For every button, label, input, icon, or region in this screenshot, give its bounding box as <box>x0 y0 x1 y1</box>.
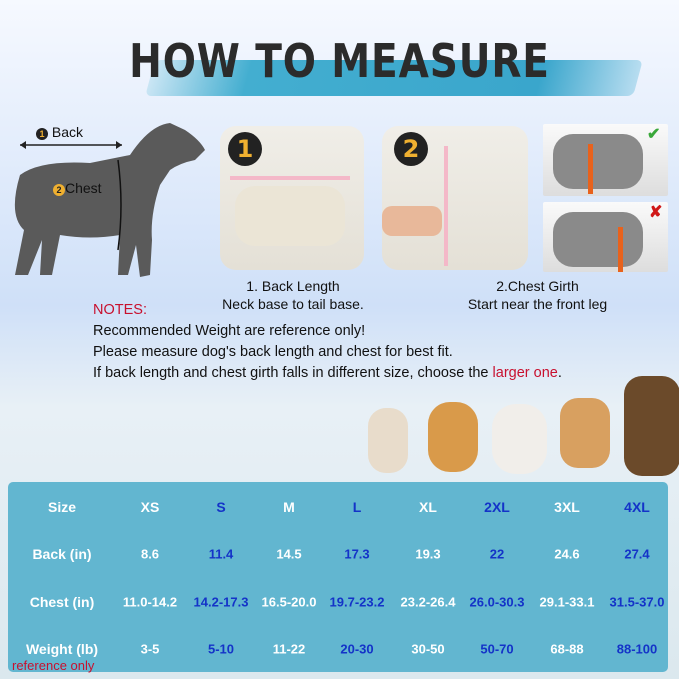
table-cell: 16.5-20.0 <box>261 594 317 610</box>
correct-example-photo: ✔ <box>543 124 668 196</box>
table-cell: 22 <box>489 546 505 562</box>
table-cell: 14.2-17.3 <box>193 594 249 610</box>
table-cell: 11-22 <box>272 641 306 657</box>
table-cell: 17.3 <box>344 546 370 562</box>
step-1-title: 1. Back Length <box>246 278 340 294</box>
dog-breeds-photo <box>362 376 679 478</box>
size-header-cell: XS <box>140 499 160 515</box>
table-cell: 20-30 <box>340 641 374 657</box>
chest-label-text: Chest <box>65 180 102 196</box>
strap-correct <box>588 144 593 194</box>
table-cell: 50-70 <box>480 641 514 657</box>
dog-silhouette-icon <box>14 123 205 277</box>
note-line: If back length and chest girth falls in … <box>93 363 673 384</box>
note-line: Recommended Weight are reference only! <box>93 323 366 339</box>
size-header-cell: M <box>283 499 295 515</box>
row-header: Chest (in) <box>29 594 95 610</box>
table-cell: 8.6 <box>140 546 160 562</box>
check-icon: ✔ <box>647 126 661 143</box>
reference-only-note: reference only <box>12 658 95 673</box>
mannequin-body <box>235 186 345 246</box>
size-header-cell: L <box>352 499 362 515</box>
table-cell: 5-10 <box>207 641 235 657</box>
table-cell: 29.1-33.1 <box>539 594 595 610</box>
step-2-caption: 2.Chest Girth Start near the front leg <box>450 277 625 313</box>
notes-heading: NOTES: <box>93 302 147 318</box>
size-header-cell: 4XL <box>624 499 650 515</box>
note-highlight: larger one <box>492 365 558 381</box>
table-cell: 31.5-37.0 <box>609 594 665 610</box>
table-cell: 26.0-30.3 <box>469 594 525 610</box>
back-label: 1 Back <box>36 124 83 140</box>
german-shepherd-image <box>624 376 679 476</box>
poodle-image <box>492 404 547 474</box>
step-1-caption: 1. Back Length Neck base to tail base. <box>218 277 368 313</box>
dog-measure-diagram: 1 Back 2 Chest <box>0 115 210 285</box>
size-header-cell: S <box>216 499 226 515</box>
row-header: Back (in) <box>32 546 92 562</box>
hands <box>382 206 442 236</box>
size-header-cell: 2XL <box>484 499 510 515</box>
size-header-cell: XL <box>419 499 437 515</box>
notes-section: NOTES: Recommended Weight are reference … <box>93 300 673 384</box>
x-icon: ✘ <box>649 204 663 221</box>
corgi-image <box>560 398 610 468</box>
chihuahua-image <box>368 408 408 473</box>
chest-label: 2 Chest <box>53 180 102 196</box>
chest-number-badge: 2 <box>53 184 65 196</box>
note-text: . <box>557 365 562 381</box>
table-cell: 11.4 <box>208 546 234 562</box>
table-cell: 24.6 <box>554 546 580 562</box>
row-header: Weight (lb) <box>25 641 99 657</box>
schnauzer-image <box>553 134 643 189</box>
step-2-desc: Start near the front leg <box>467 296 608 312</box>
note-text: If back length and chest girth falls in … <box>93 365 493 381</box>
table-cell: 19.7-23.2 <box>329 594 385 610</box>
row-header: Size <box>47 499 77 515</box>
table-cell: 30-50 <box>411 641 445 657</box>
table-cell: 23.2-26.4 <box>400 594 456 610</box>
page-title: HOW TO MEASURE <box>129 34 550 88</box>
schnauzer-image <box>553 212 643 267</box>
strap-incorrect <box>618 227 623 272</box>
step-2-title: 2.Chest Girth <box>496 278 579 294</box>
size-chart-table: Size XS S M L XL 2XL 3XL 4XL Back (in) 8.6 11.4 14.5… <box>8 482 668 672</box>
incorrect-example-photo: ✘ <box>543 202 668 272</box>
step-1-badge: 1 <box>228 132 262 166</box>
tape-measure <box>444 146 448 266</box>
table-cell: 27.4 <box>624 546 650 562</box>
step-2-badge: 2 <box>394 132 428 166</box>
table-cell: 19.3 <box>415 546 441 562</box>
size-header-cell: 3XL <box>554 499 580 515</box>
table-cell: 14.5 <box>276 546 302 562</box>
back-label-text: Back <box>51 124 84 140</box>
chest-girth-photo: 2 <box>382 126 528 270</box>
back-number-badge: 1 <box>36 128 48 140</box>
pomeranian-image <box>428 402 478 472</box>
table-cell: 68-88 <box>550 641 584 657</box>
step-1-desc: Neck base to tail base. <box>222 296 364 312</box>
table-cell: 3-5 <box>140 641 160 657</box>
tape-measure <box>230 176 350 180</box>
back-length-photo: 1 <box>220 126 364 270</box>
table-cell: 88-100 <box>616 641 658 657</box>
note-line: Please measure dog's back length and che… <box>93 344 453 360</box>
table-cell: 11.0-14.2 <box>122 594 178 610</box>
